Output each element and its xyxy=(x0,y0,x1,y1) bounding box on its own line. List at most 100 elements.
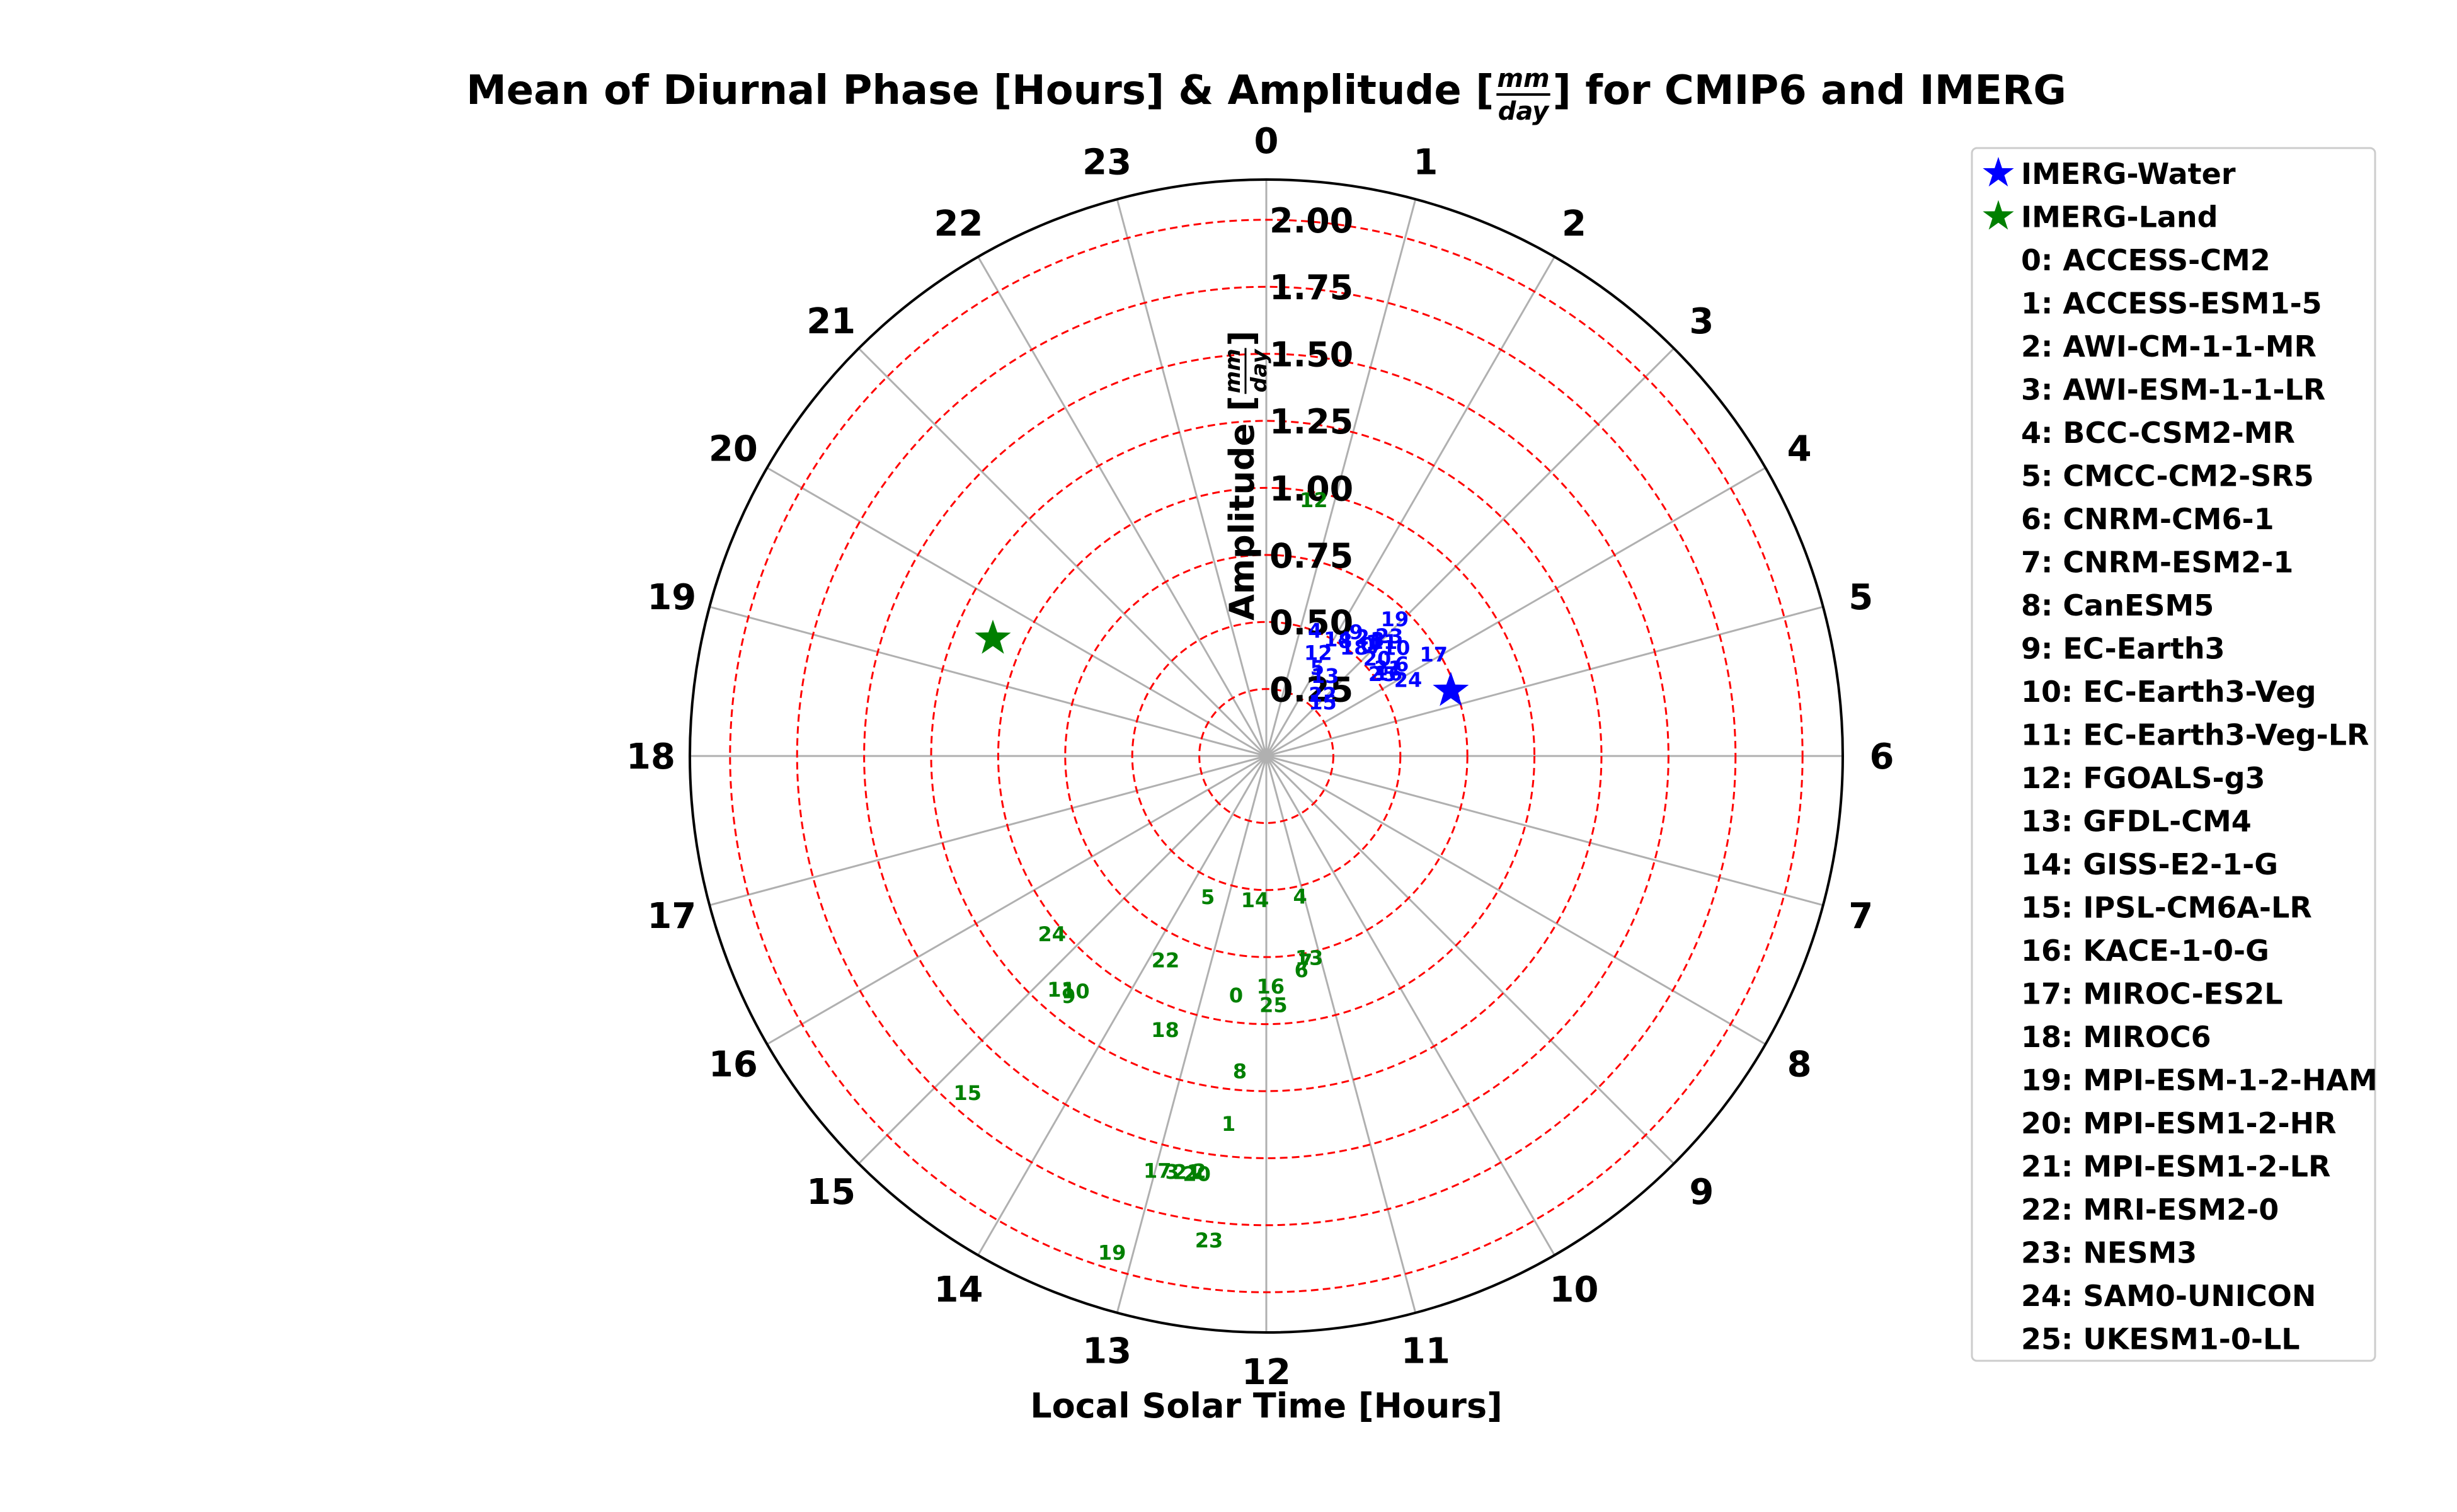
imerg-water-marker xyxy=(1433,672,1469,706)
land-point-label: 4 xyxy=(1293,885,1307,908)
land-point-label: 7 xyxy=(1298,949,1312,973)
legend-model-label: 9: EC-Earth3 xyxy=(2021,632,2225,666)
theta-gridline xyxy=(1265,755,1675,1165)
title-unit-denominator: day xyxy=(1498,97,1550,126)
title-suffix: ] for CMIP6 and IMERG xyxy=(1553,67,2066,114)
land-point-label: 22 xyxy=(1152,948,1180,972)
theta-gridline xyxy=(1265,347,1675,757)
legend-model-label: 1: ACCESS-ESM1-5 xyxy=(2021,287,2322,321)
land-point-label: 18 xyxy=(1151,1018,1179,1042)
land-point-label: 13 xyxy=(1295,946,1324,970)
theta-gridline xyxy=(1266,605,1824,757)
land-point-label: 2 xyxy=(1193,1160,1206,1184)
theta-tick-label: 19 xyxy=(647,577,696,618)
theta-tick-label: 13 xyxy=(1082,1331,1131,1372)
theta-gridline xyxy=(977,755,1268,1256)
x-axis-label: Local Solar Time [Hours] xyxy=(1030,1386,1503,1426)
land-point-label: 21 xyxy=(1173,1160,1201,1184)
water-point-label: 18 xyxy=(1340,636,1368,660)
legend-model-label: 0: ACCESS-CM2 xyxy=(2021,243,2271,277)
legend-model-label: 13: GFDL-CM4 xyxy=(2021,805,2252,839)
legend-model-label: 15: IPSL-CM6A-LR xyxy=(2021,891,2312,925)
theta-tick-label: 21 xyxy=(806,301,856,342)
r-gridline xyxy=(729,219,1804,1293)
water-series: 012 345 6789101112131415161718192021222324… xyxy=(1304,607,1448,714)
r-tick-label: 0.75 xyxy=(1269,536,1353,576)
legend-items: IMERG-Water IMERG-Land 0: ACCESS-CM2 1: ACC… xyxy=(1983,157,2378,1356)
theta-tick-label: 22 xyxy=(934,203,983,244)
ylabel-unit-denominator: day xyxy=(1247,348,1272,392)
theta-tick-label: 1 xyxy=(1413,142,1438,183)
legend-series-label: IMERG-Water xyxy=(2021,157,2236,191)
land-point-label: 25 xyxy=(1259,994,1288,1017)
legend-model-label: 16: KACE-1-0-G xyxy=(2021,934,2269,968)
theta-gridline xyxy=(1265,198,1417,757)
legend-model-label: 12: FGOALS-g3 xyxy=(2021,761,2265,795)
r-tick-label: 1.00 xyxy=(1269,469,1353,508)
water-point-label: 13 xyxy=(1311,664,1339,688)
legend-model-label: 25: UKESM1-0-LL xyxy=(2021,1322,2300,1356)
water-point-label: 24 xyxy=(1394,668,1423,692)
theta-tick-label: 9 xyxy=(1689,1172,1714,1213)
water-point-label: 12 xyxy=(1304,641,1332,665)
polar-frame xyxy=(689,178,1844,1334)
theta-gridline xyxy=(1266,755,1824,907)
water-point-label: 10 xyxy=(1382,636,1411,660)
land-point-label: 24 xyxy=(1038,922,1066,946)
water-point-label: 11 xyxy=(1370,630,1398,654)
legend-model-label: 6: CNRM-CM6-1 xyxy=(2021,502,2274,536)
legend-model-label: 3: AWI-ESM-1-1-LR xyxy=(2021,373,2325,407)
legend-model-label: 4: BCC-CSM2-MR xyxy=(2021,416,2295,450)
r-tick-label: 1.75 xyxy=(1269,268,1353,307)
r-gridline xyxy=(1064,554,1469,958)
legend-frame xyxy=(1971,147,2376,1362)
legend-model-label: 18: MIROC6 xyxy=(2021,1020,2211,1054)
theta-tick-label: 17 xyxy=(647,896,696,937)
theta-gridline xyxy=(1265,755,1417,1314)
theta-gridline xyxy=(709,605,1267,757)
legend-model-label: 20: MPI-ESM1-2-HR xyxy=(2021,1106,2337,1140)
water-point-label: 6 xyxy=(1395,653,1409,677)
theta-gridline xyxy=(1265,755,1555,1256)
theta-tick-label: 5 xyxy=(1848,577,1873,618)
theta-gridline xyxy=(857,347,1268,757)
land-point-label: 23 xyxy=(1195,1228,1223,1252)
land-point-label: 17 xyxy=(1143,1159,1172,1183)
legend-model-label: 24: SAM0-UNICON xyxy=(2021,1279,2316,1313)
land-point-label: 16 xyxy=(1256,975,1285,999)
theta-tick-label: 7 xyxy=(1848,896,1873,937)
legend-model-label: 10: EC-Earth3-Veg xyxy=(2021,675,2317,709)
legend-model-label: 5: CMCC-CM2-SR5 xyxy=(2021,459,2314,493)
water-point-label: 0 xyxy=(1360,633,1374,657)
land-point-label: 15 xyxy=(954,1081,982,1105)
land-point-label: 5 xyxy=(1201,885,1215,909)
water-point-label: 17 xyxy=(1419,643,1448,667)
title-prefix: Mean of Diurnal Phase [Hours] & Amplitud… xyxy=(466,67,1494,114)
land-point-label: 9 xyxy=(1062,984,1075,1008)
water-point-label: 9 xyxy=(1349,621,1363,644)
legend-model-label: 17: MIROC-ES2L xyxy=(2021,977,2283,1011)
legend-model-label: 11: EC-Earth3-Veg-LR xyxy=(2021,718,2369,752)
legend-star-icon xyxy=(1983,157,2014,186)
title-unit-numerator: mm xyxy=(1497,64,1549,93)
r-gridline xyxy=(796,285,1737,1227)
water-point-label: 23 xyxy=(1375,624,1404,648)
water-point-label: 22 xyxy=(1309,683,1337,707)
theta-tick-label: 0 xyxy=(1254,121,1279,162)
water-point-label: 21 xyxy=(1374,656,1402,680)
theta-gridline xyxy=(1266,467,1767,757)
land-point-label: 0 xyxy=(1229,983,1243,1007)
theta-gridline xyxy=(766,755,1267,1045)
theta-gridline xyxy=(1116,198,1268,757)
legend-model-label: 2: AWI-CM-1-1-MR xyxy=(2021,329,2317,364)
water-point-label: 15 xyxy=(1309,690,1337,714)
r-gridline xyxy=(1131,621,1402,891)
r-tick-label: 0.25 xyxy=(1269,670,1353,710)
land-point-label: 1 xyxy=(1222,1112,1235,1136)
r-tick-label: 1.50 xyxy=(1269,335,1353,375)
ylabel-prefix: Amplitude [ xyxy=(1222,396,1262,621)
theta-tick-label: 12 xyxy=(1242,1352,1291,1393)
land-point-label: 11 xyxy=(1047,978,1075,1002)
